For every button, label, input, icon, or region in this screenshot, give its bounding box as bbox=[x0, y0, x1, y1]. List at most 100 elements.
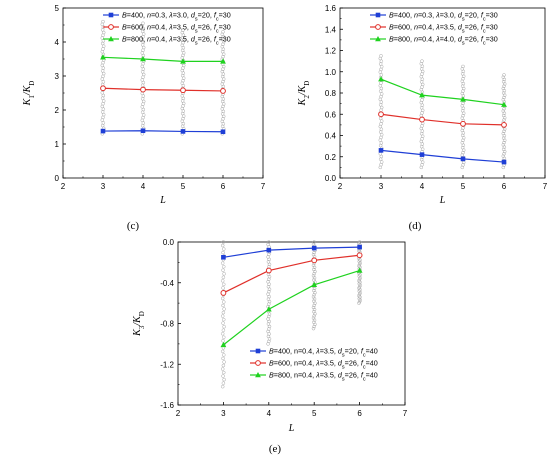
scatter-point bbox=[222, 307, 226, 311]
scatter-point bbox=[180, 43, 185, 48]
legend-lambda-value: =3.5, bbox=[320, 371, 338, 380]
scatter-point bbox=[221, 240, 226, 244]
legend-marker-1 bbox=[255, 360, 261, 366]
scatter-point bbox=[180, 124, 185, 128]
scatter-point bbox=[419, 139, 424, 144]
scatter-point bbox=[312, 293, 316, 297]
y-label-den-sub: D bbox=[138, 311, 146, 316]
x-axis-label: L bbox=[439, 195, 446, 206]
scatter-point bbox=[312, 250, 316, 255]
scatter-point bbox=[180, 119, 185, 123]
legend-B-value: =800, bbox=[394, 35, 414, 44]
legend-f-value: =30 bbox=[219, 23, 231, 32]
scatter-point bbox=[420, 72, 424, 76]
legend-n: n bbox=[147, 11, 151, 20]
legend-text-1: B=600, n=0.4, λ=3.5, ds=26, fc=40 bbox=[269, 359, 378, 371]
scatter-point bbox=[502, 107, 506, 111]
legend-text-2: B=800, n=0.4, λ=4.0, ds=26, fc=30 bbox=[389, 35, 498, 47]
legend-lambda-value: =3.5, bbox=[320, 347, 338, 356]
scatter-point bbox=[502, 149, 507, 154]
series-marker-0 bbox=[357, 244, 362, 250]
scatter-point bbox=[502, 93, 507, 97]
scatter-point bbox=[502, 88, 507, 93]
scatter-point bbox=[220, 32, 225, 37]
scatter-point bbox=[311, 326, 316, 331]
legend-marker-0 bbox=[255, 348, 261, 354]
legend-f-value: =40 bbox=[366, 347, 378, 356]
legend-d-value: =20, bbox=[345, 347, 361, 356]
scatter-point bbox=[419, 144, 424, 149]
scatter-point bbox=[312, 267, 316, 272]
scatter-point bbox=[180, 81, 185, 85]
scatter-point bbox=[312, 314, 316, 318]
scatter-point bbox=[460, 116, 465, 120]
legend-lambda: λ bbox=[168, 23, 173, 32]
scatter-point bbox=[220, 384, 225, 389]
scatter-point bbox=[266, 334, 271, 339]
legend-f-value: =30 bbox=[486, 35, 498, 44]
y-tick-label: 0.4 bbox=[325, 132, 337, 141]
series-marker-1 bbox=[180, 87, 186, 94]
legend-B: B bbox=[122, 23, 127, 32]
plot-frame bbox=[62, 7, 264, 179]
scatter-point bbox=[420, 98, 424, 102]
scatter-point bbox=[460, 165, 465, 170]
scatter-point bbox=[312, 303, 316, 308]
scatter-point bbox=[181, 28, 185, 32]
scatter-point bbox=[311, 263, 316, 267]
scatter-point bbox=[461, 101, 465, 106]
legend-lambda-value: =4.0, bbox=[440, 35, 458, 44]
scatter-point bbox=[221, 42, 225, 46]
scatter-point bbox=[220, 331, 225, 336]
scatter-point bbox=[221, 67, 225, 71]
series-marker-2 bbox=[419, 92, 425, 98]
series-marker-1 bbox=[311, 257, 318, 264]
scatter-point bbox=[501, 79, 506, 84]
x-axis-label: L bbox=[159, 195, 166, 206]
scatter-point bbox=[312, 320, 316, 325]
series-line-2 bbox=[102, 56, 223, 62]
scatter-point bbox=[221, 104, 225, 109]
legend-d-sub: s bbox=[462, 29, 465, 35]
scatter-point bbox=[311, 242, 316, 246]
scatter-point bbox=[220, 367, 225, 371]
x-tick-label: 3 bbox=[379, 182, 384, 191]
scatter-point bbox=[420, 59, 424, 63]
scatter-point bbox=[220, 44, 225, 49]
legend-marker-1 bbox=[108, 24, 114, 30]
scatter-point bbox=[220, 99, 225, 104]
legend-n-value: =0.3, bbox=[151, 11, 169, 20]
series-marker-1 bbox=[265, 267, 272, 274]
legend-lambda-value: =3.0, bbox=[173, 11, 191, 20]
scatter-point bbox=[419, 87, 424, 92]
y-tick-label: -1.6 bbox=[160, 401, 174, 410]
legend-lambda: λ bbox=[435, 35, 440, 44]
legend-d-value: =20, bbox=[465, 11, 481, 20]
series-marker-2 bbox=[460, 96, 466, 102]
scatter-point bbox=[267, 327, 271, 331]
legend-B: B bbox=[389, 23, 394, 32]
legend-lambda: λ bbox=[168, 35, 173, 44]
legend-n-value: =0.4, bbox=[418, 23, 436, 32]
legend-marker-0 bbox=[375, 12, 381, 18]
y-label-den: /K bbox=[22, 84, 33, 96]
scatter-point bbox=[460, 128, 465, 133]
y-label-sub: 3 bbox=[138, 325, 146, 329]
scatter-point bbox=[266, 329, 270, 334]
scatter-point bbox=[460, 72, 465, 76]
legend-B: B bbox=[389, 11, 394, 20]
series-marker-0 bbox=[460, 156, 466, 162]
series-marker-2 bbox=[140, 56, 146, 62]
scatter-point bbox=[180, 99, 185, 103]
legend-d-value: =20, bbox=[198, 11, 214, 20]
series-marker-1 bbox=[460, 120, 466, 127]
scatter-point bbox=[267, 277, 271, 282]
scatter-point bbox=[220, 119, 225, 124]
legend-d-sub: s bbox=[462, 17, 465, 23]
series-marker-0 bbox=[180, 129, 186, 134]
y-label-den: /K bbox=[297, 84, 308, 96]
scatter-point bbox=[501, 75, 506, 79]
scatter-point bbox=[266, 322, 271, 326]
legend-d-value: =26, bbox=[198, 23, 214, 32]
legend-n-value: =0.4, bbox=[151, 35, 169, 44]
